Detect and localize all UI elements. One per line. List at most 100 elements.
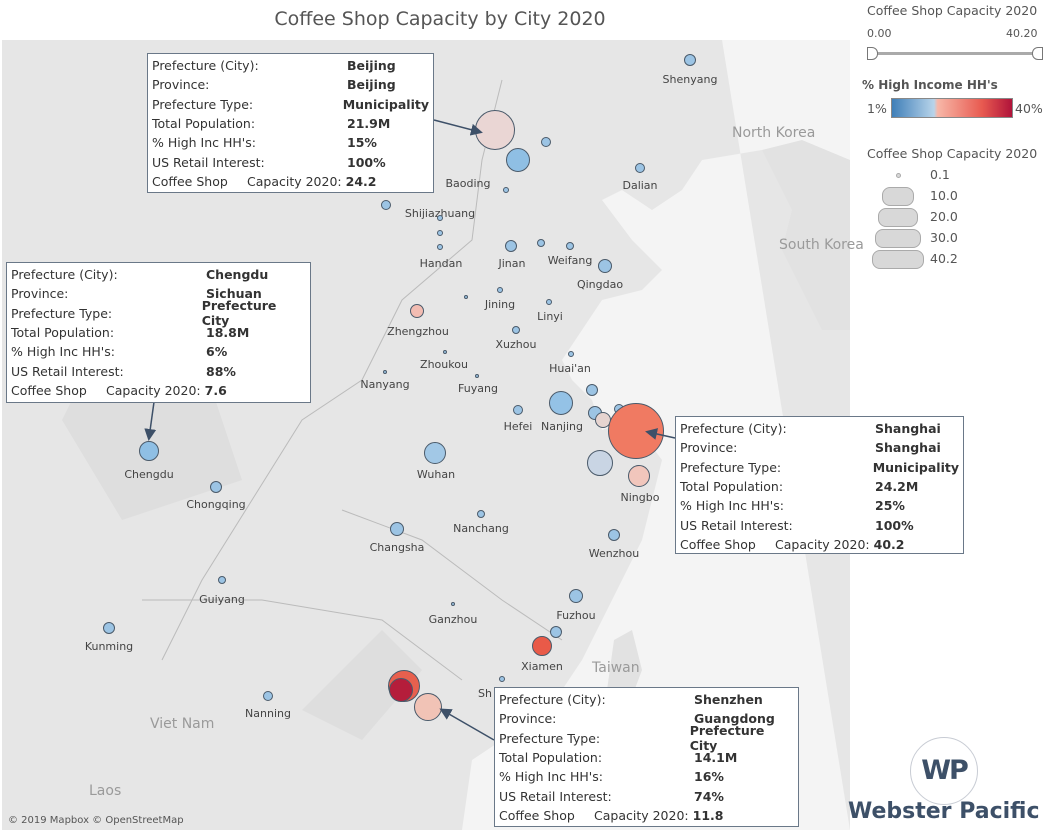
tooltip-row: % High Inc HH's: 16% [499,767,794,786]
city-bubble[interactable] [383,370,387,374]
city-bubble[interactable] [541,137,551,147]
city-bubble[interactable] [628,465,650,487]
city-bubble[interactable] [499,676,505,682]
tooltip-value: Sichuan [206,286,262,302]
city-bubble[interactable] [389,678,413,702]
tooltip-row: US Retail Interest: 100% [152,152,429,171]
city-label: Dalian [622,179,658,192]
city-bubble[interactable] [608,403,664,459]
city-bubble[interactable] [139,441,159,461]
tooltip-row: % High Inc HH's: 6% [11,342,306,361]
city-bubble[interactable] [568,351,574,357]
range-slider-min-handle[interactable] [867,47,878,60]
city-bubble[interactable] [475,374,479,378]
city-bubble[interactable] [451,602,455,606]
tooltip-key: US Retail Interest: [152,154,265,170]
city-label: Shenyang [662,73,718,86]
size-swatch [872,250,924,269]
tooltip-value: Prefecture City [201,298,277,329]
city-bubble[interactable] [381,200,391,210]
city-bubble[interactable] [390,522,404,536]
city-bubble[interactable] [546,299,552,305]
tooltip-value: 24.2M [875,479,919,495]
city-label: Chongqing [186,498,246,511]
city-bubble[interactable] [608,529,620,541]
map[interactable]: North Korea South Korea Taiwan Viet Nam Laos… [2,40,964,830]
city-bubble[interactable] [550,626,562,638]
city-bubble[interactable] [532,636,552,656]
city-label: Weifang [547,254,593,267]
city-label: Wenzhou [588,547,640,560]
country-label: North Korea [732,125,816,141]
city-bubble[interactable] [635,163,645,173]
city-label: Zhengzhou [387,325,449,338]
tooltip-key: Coffee Shop [152,173,228,189]
range-slider-max-handle[interactable] [1032,47,1043,60]
city-bubble[interactable] [414,693,442,721]
city-label: Nanjing [540,420,584,433]
city-label: Nanyang [360,378,410,391]
city-bubble[interactable] [437,230,443,236]
city-bubble[interactable] [475,110,515,150]
tooltip-value: 40.2 [873,536,905,552]
city-label: Jining [484,298,516,311]
country-label: Viet Nam [150,716,215,732]
city-bubble[interactable] [263,691,273,701]
tooltip-row: Prefecture (City): Chengdu [11,265,306,284]
country-label: Laos [89,783,122,799]
city-bubble[interactable] [505,240,517,252]
tooltip-key: US Retail Interest: [11,363,124,379]
city-bubble[interactable] [566,242,574,250]
city-bubble[interactable] [218,576,226,584]
tooltip-key: US Retail Interest: [499,788,612,804]
city-bubble[interactable] [503,187,509,193]
tooltip-key: Total Population: [11,325,115,341]
tooltip-row: Province: Guangdong [499,709,794,728]
city-bubble[interactable] [549,391,573,415]
city-bubble[interactable] [569,589,583,603]
city-bubble[interactable] [537,239,545,247]
tooltip-shenzhen: Prefecture (City): Shenzhen Province: Guang… [494,687,799,827]
city-label: Ningbo [620,491,660,504]
city-bubble[interactable] [497,287,503,293]
city-bubble[interactable] [210,481,222,493]
size-label: 10.0 [930,188,958,203]
city-label: Huai'an [549,362,591,375]
city-bubble[interactable] [586,384,598,396]
city-bubble[interactable] [512,326,520,334]
tooltip-row: Prefecture Type: Prefecture City [11,298,306,328]
tooltip-shanghai: Prefecture (City): Shanghai Province: Shang… [675,416,964,554]
city-bubble[interactable] [513,405,523,415]
tooltip-row: Coffee Shop Capacity 2020: 11.8 [499,806,794,825]
size-swatch [895,173,901,178]
city-bubble[interactable] [103,622,115,634]
city-bubble[interactable] [437,244,443,250]
city-bubble[interactable] [684,54,696,66]
city-label: Baoding [445,177,491,190]
city-label: Xiamen [521,660,563,673]
city-bubble[interactable] [424,442,446,464]
city-bubble[interactable] [464,295,468,299]
tooltip-value: Municipality [872,459,959,475]
tooltip-value: 25% [875,498,905,514]
city-bubble[interactable] [506,148,530,172]
city-bubble[interactable] [437,215,443,221]
city-label: Ganzhou [428,613,478,626]
country-label: South Korea [779,237,864,253]
tooltip-key: Coffee Shop [11,382,87,398]
city-bubble[interactable] [410,304,424,318]
range-slider-track[interactable] [872,52,1038,55]
tooltip-row: Province: Sichuan [11,284,306,303]
tooltip-value: 88% [206,363,236,379]
tooltip-key: Province: [499,711,557,727]
tooltip-row: Prefecture (City): Shanghai [680,419,959,438]
tooltip-key: Prefecture Type: [499,730,601,746]
city-bubble[interactable] [587,450,613,476]
city-bubble[interactable] [477,510,485,518]
city-label: Jinan [498,257,526,270]
map-attribution[interactable]: © 2019 Mapbox © OpenStreetMap [8,815,184,826]
city-bubble[interactable] [598,259,612,273]
tooltip-value: Shanghai [875,440,941,456]
city-bubble[interactable] [443,350,447,354]
tooltip-key: Coffee Shop [499,807,575,823]
